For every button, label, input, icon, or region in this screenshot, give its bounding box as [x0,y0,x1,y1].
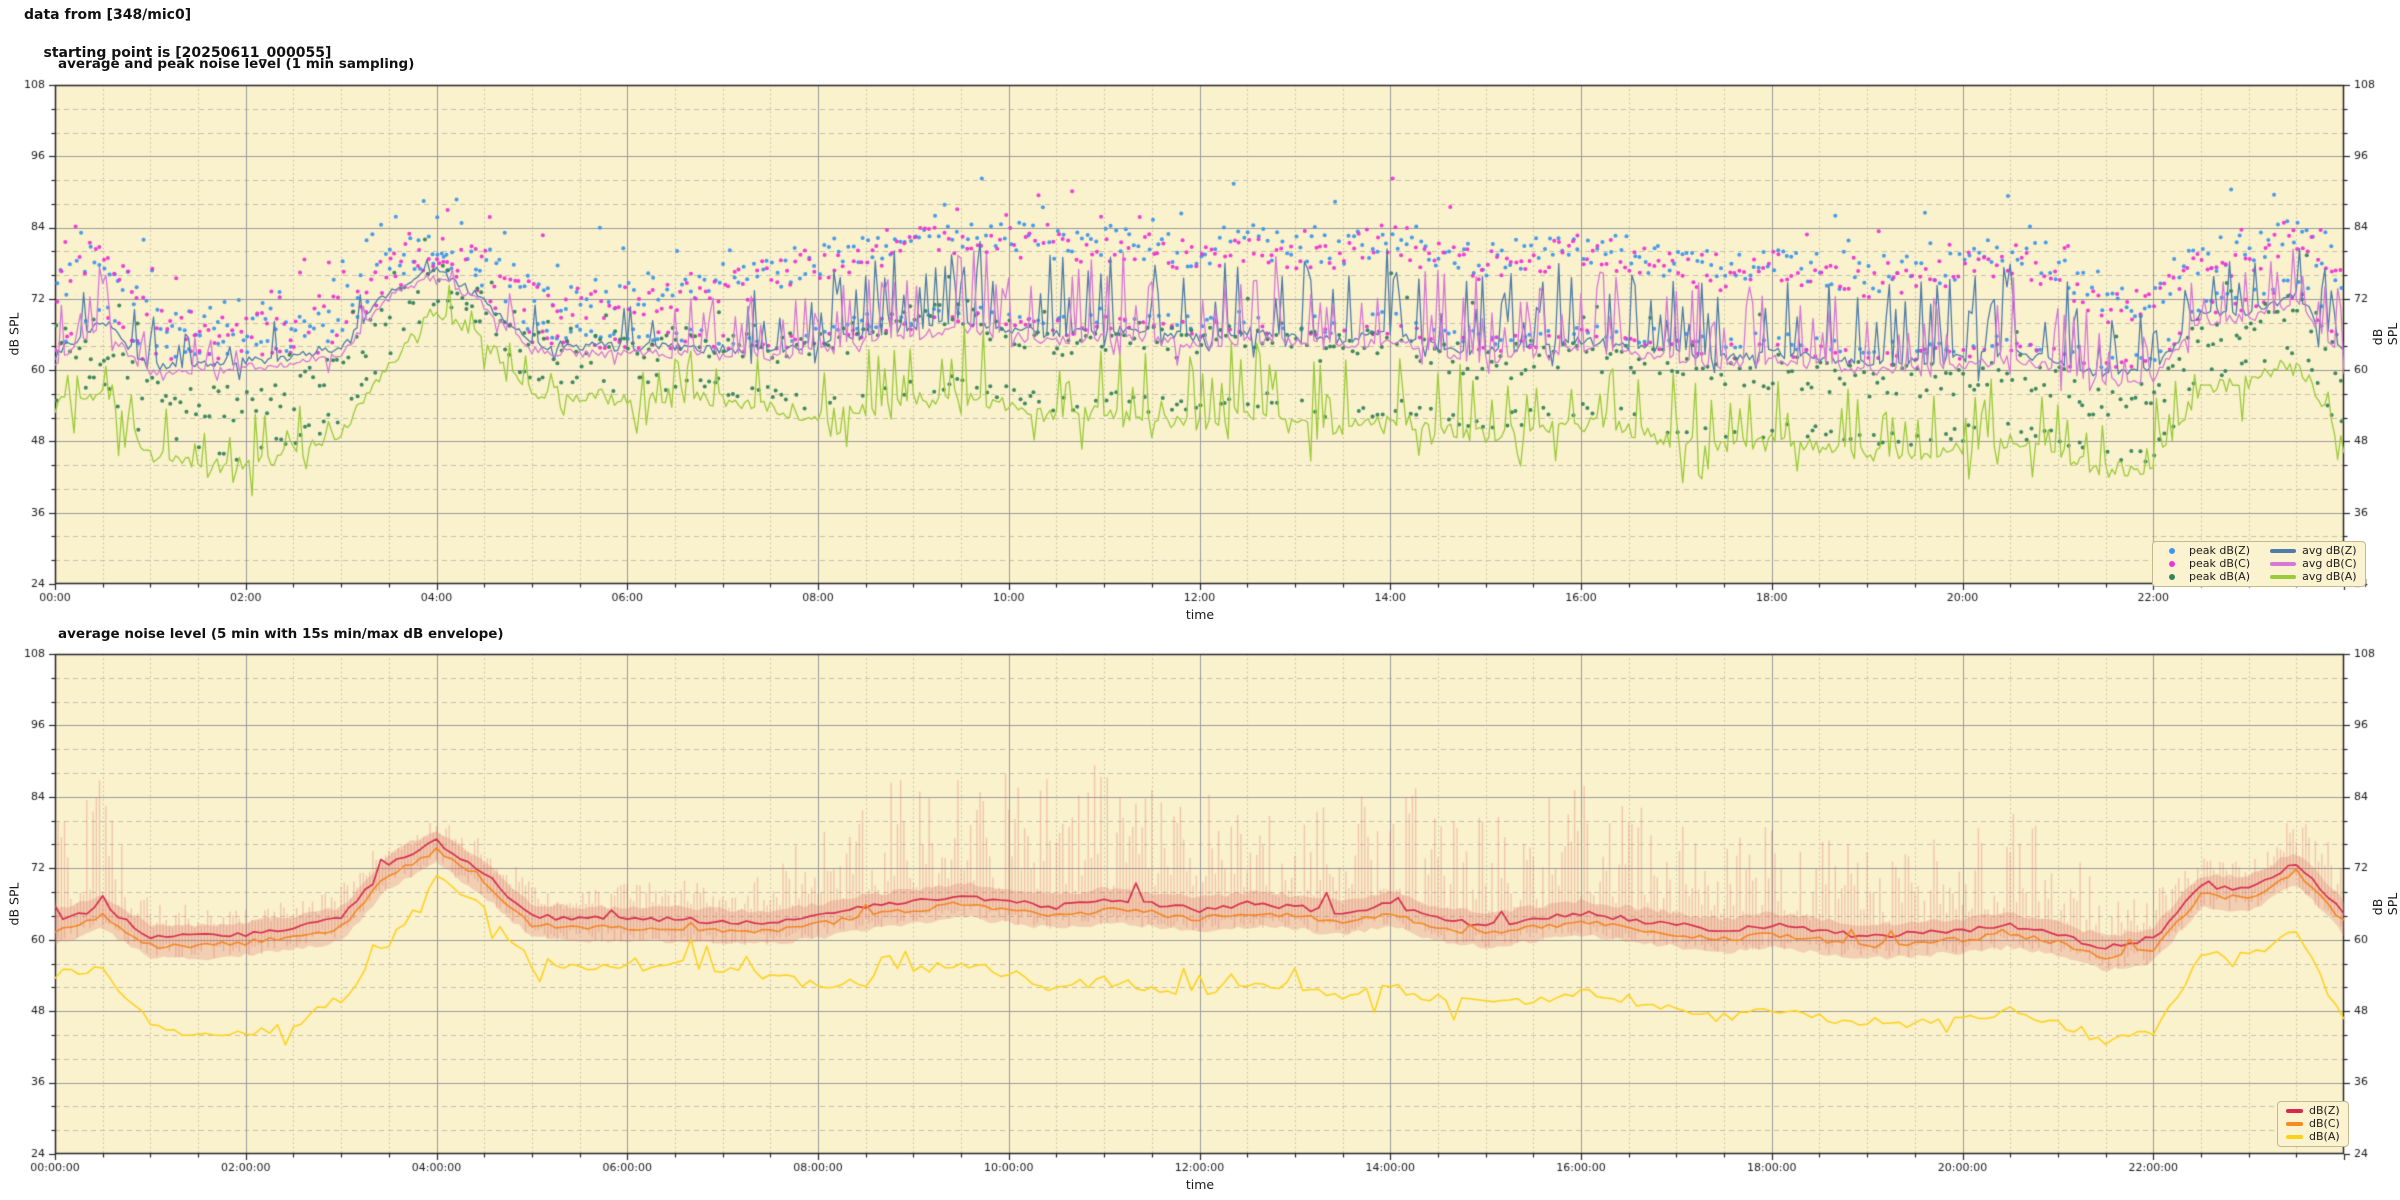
header-line1: data from [348/mic0] [24,7,192,23]
legend-item: avg dB(C) [2270,558,2357,570]
legend-label: avg dB(C) [2302,557,2357,570]
legend-line-marker [2270,549,2297,553]
legend-item: dB(Z) [2286,1105,2340,1117]
legend-label: avg dB(Z) [2302,544,2357,557]
top-ylabel-left: dB SPL [6,312,22,356]
top-chart-legend: peak dB(Z) avg dB(Z) peak dB(C) avg dB(C) pe… [2152,541,2366,587]
legend-item: avg dB(Z) [2270,545,2357,557]
legend-label: avg dB(A) [2302,570,2357,583]
legend-line-marker [2270,575,2297,579]
bottom-chart-legend: dB(Z) dB(C) dB(A) [2277,1101,2349,1147]
legend-item: peak dB(C) [2161,558,2250,570]
bottom-xlabel: time [1185,1177,1215,1192]
bottom-ylabel-left: dB SPL [6,882,22,926]
legend-label: dB(C) [2309,1117,2340,1130]
legend-label: dB(A) [2309,1130,2340,1143]
legend-dot-marker [2169,548,2175,554]
legend-line-marker [2270,562,2297,566]
legend-item: dB(A) [2286,1131,2340,1143]
header-line2: starting point is [20250611_000055] [43,45,332,61]
legend-label: peak dB(Z) [2189,544,2251,557]
bottom-ylabel-right: dB SPL [2370,892,2400,916]
top-chart-title: average and peak noise level (1 min samp… [58,56,415,72]
legend-dot-marker [2169,574,2175,580]
legend-item: dB(C) [2286,1118,2340,1130]
legend-item: peak dB(A) [2161,571,2250,583]
figure-header: data from [348/mic0] starting point is [… [24,6,331,63]
legend-line-marker [2286,1109,2303,1113]
top-xlabel: time [1185,607,1215,622]
legend-item: peak dB(Z) [2161,545,2250,557]
legend-dot-marker [2169,561,2175,567]
legend-line-marker [2286,1122,2303,1126]
bottom-chart-title: average noise level (5 min with 15s min/… [58,626,504,642]
legend-label: peak dB(A) [2189,570,2250,583]
legend-line-marker [2286,1135,2303,1139]
legend-label: dB(Z) [2309,1104,2340,1117]
legend-item: avg dB(A) [2270,571,2357,583]
top-ylabel-right: dB SPL [2370,322,2400,346]
legend-label: peak dB(C) [2189,557,2251,570]
